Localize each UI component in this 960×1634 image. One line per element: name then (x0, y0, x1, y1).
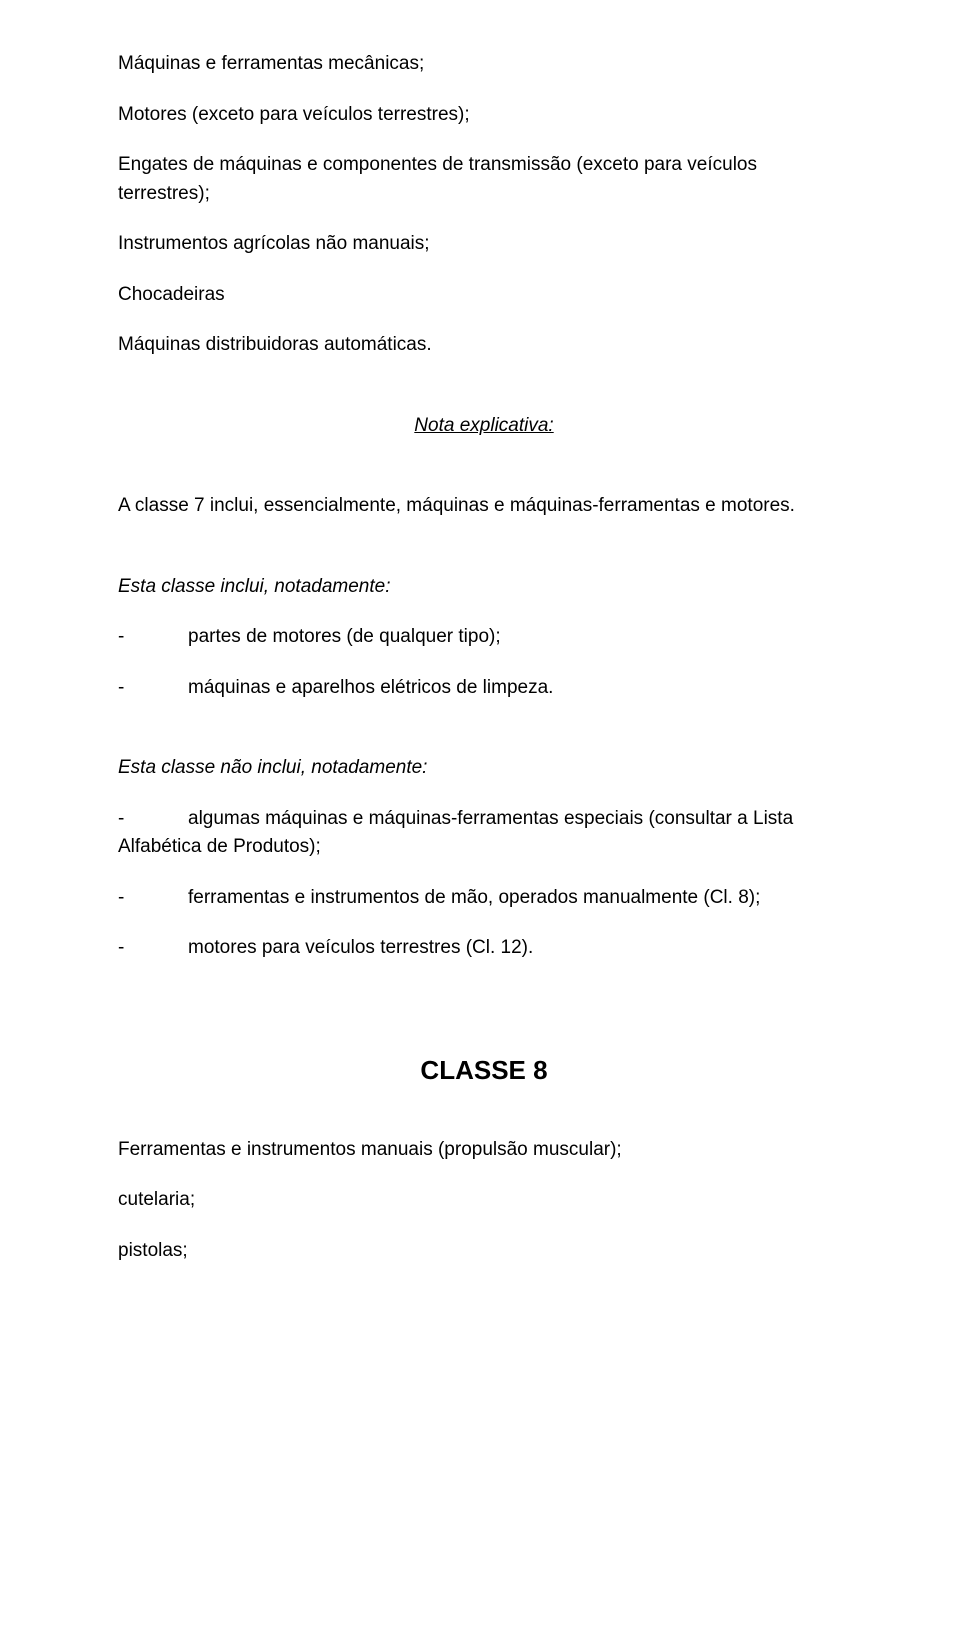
list-item: - máquinas e aparelhos elétricos de limp… (118, 674, 850, 703)
classe-8-heading: CLASSE 8 (118, 1055, 850, 1086)
paragraph: Ferramentas e instrumentos manuais (prop… (118, 1136, 850, 1165)
list-item-text: algumas máquinas e máquinas-ferramentas … (188, 805, 850, 834)
inclui-heading: Esta classe inclui, notadamente: (118, 573, 850, 602)
list-item-continuation: Alfabética de Produtos); (118, 833, 850, 862)
paragraph: Engates de máquinas e componentes de tra… (118, 151, 850, 208)
paragraph: cutelaria; (118, 1186, 850, 1215)
list-item-text: ferramentas e instrumentos de mão, opera… (188, 884, 850, 913)
paragraph: Motores (exceto para veículos terrestres… (118, 101, 850, 130)
bullet-dash: - (118, 805, 188, 834)
list-item: - algumas máquinas e máquinas-ferramenta… (118, 805, 850, 834)
nota-explicativa-label: Nota explicativa: (118, 412, 850, 441)
bullet-dash: - (118, 934, 188, 963)
list-item-text: partes de motores (de qualquer tipo); (188, 623, 850, 652)
paragraph: Chocadeiras (118, 281, 850, 310)
list-item-text: máquinas e aparelhos elétricos de limpez… (188, 674, 850, 703)
list-item-text: motores para veículos terrestres (Cl. 12… (188, 934, 850, 963)
nota-label-text: Nota explicativa: (414, 415, 553, 436)
list-item: - partes de motores (de qualquer tipo); (118, 623, 850, 652)
list-item: - ferramentas e instrumentos de mão, ope… (118, 884, 850, 913)
list-item: - motores para veículos terrestres (Cl. … (118, 934, 850, 963)
bullet-dash: - (118, 884, 188, 913)
paragraph: Máquinas distribuidoras automáticas. (118, 331, 850, 360)
paragraph: Máquinas e ferramentas mecânicas; (118, 50, 850, 79)
bullet-dash: - (118, 623, 188, 652)
nota-text: A classe 7 inclui, essencialmente, máqui… (118, 492, 850, 521)
paragraph: pistolas; (118, 1237, 850, 1266)
bullet-dash: - (118, 674, 188, 703)
nao-inclui-heading: Esta classe não inclui, notadamente: (118, 754, 850, 783)
paragraph: Instrumentos agrícolas não manuais; (118, 230, 850, 259)
